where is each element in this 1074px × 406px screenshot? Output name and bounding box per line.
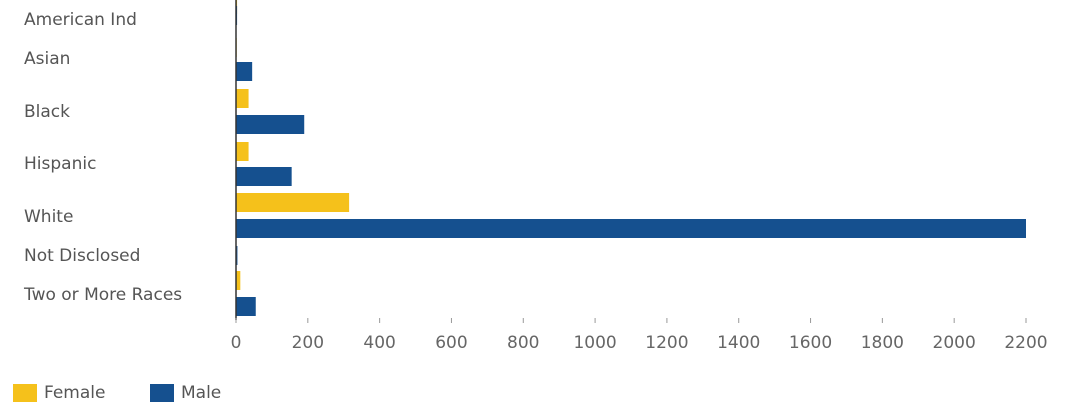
female-bar-6 bbox=[236, 271, 241, 290]
male-bar-6 bbox=[236, 297, 256, 316]
category-label-6: Two or More Races bbox=[23, 285, 182, 305]
male-bar-3 bbox=[236, 167, 292, 186]
category-label-0: American Ind bbox=[24, 10, 137, 30]
female-bar-2 bbox=[236, 89, 249, 108]
bars-layer bbox=[236, 0, 1026, 316]
x-tick-label-3: 600 bbox=[435, 333, 467, 353]
legend-label-male: Male bbox=[181, 383, 221, 402]
x-tick-label-10: 2000 bbox=[933, 333, 976, 353]
x-tick-label-1: 200 bbox=[292, 333, 324, 353]
legend: Female Male bbox=[13, 383, 221, 403]
x-tick-label-7: 1400 bbox=[717, 333, 760, 353]
male-bar-1 bbox=[236, 62, 253, 81]
x-tick-label-4: 800 bbox=[507, 333, 539, 353]
category-label-4: White bbox=[24, 207, 73, 227]
female-bar-3 bbox=[236, 142, 249, 161]
category-label-1: Asian bbox=[24, 49, 70, 69]
category-label-5: Not Disclosed bbox=[24, 246, 140, 266]
x-tick-label-5: 1000 bbox=[573, 333, 616, 353]
x-tick-label-0: 0 bbox=[231, 333, 242, 353]
x-tick-label-8: 1600 bbox=[789, 333, 832, 353]
category-label-2: Black bbox=[24, 102, 70, 122]
male-bar-4 bbox=[236, 219, 1026, 238]
x-axis: 0 200 400 600 800 1000 1200 1400 1600 1800 2000 220… bbox=[231, 0, 1048, 353]
female-bar-4 bbox=[236, 193, 350, 212]
x-tick-label-9: 1800 bbox=[861, 333, 904, 353]
category-labels: American Ind Asian Black Hispanic White Not D… bbox=[23, 10, 182, 305]
x-tick-label-6: 1200 bbox=[645, 333, 688, 353]
x-tick-label-11: 2200 bbox=[1004, 333, 1047, 353]
male-bar-2 bbox=[236, 115, 305, 134]
category-label-3: Hispanic bbox=[24, 154, 96, 174]
legend-label-female: Female bbox=[44, 383, 105, 402]
x-tick-label-2: 400 bbox=[363, 333, 395, 353]
legend-swatch-female bbox=[13, 384, 37, 403]
legend-swatch-male bbox=[150, 384, 174, 403]
